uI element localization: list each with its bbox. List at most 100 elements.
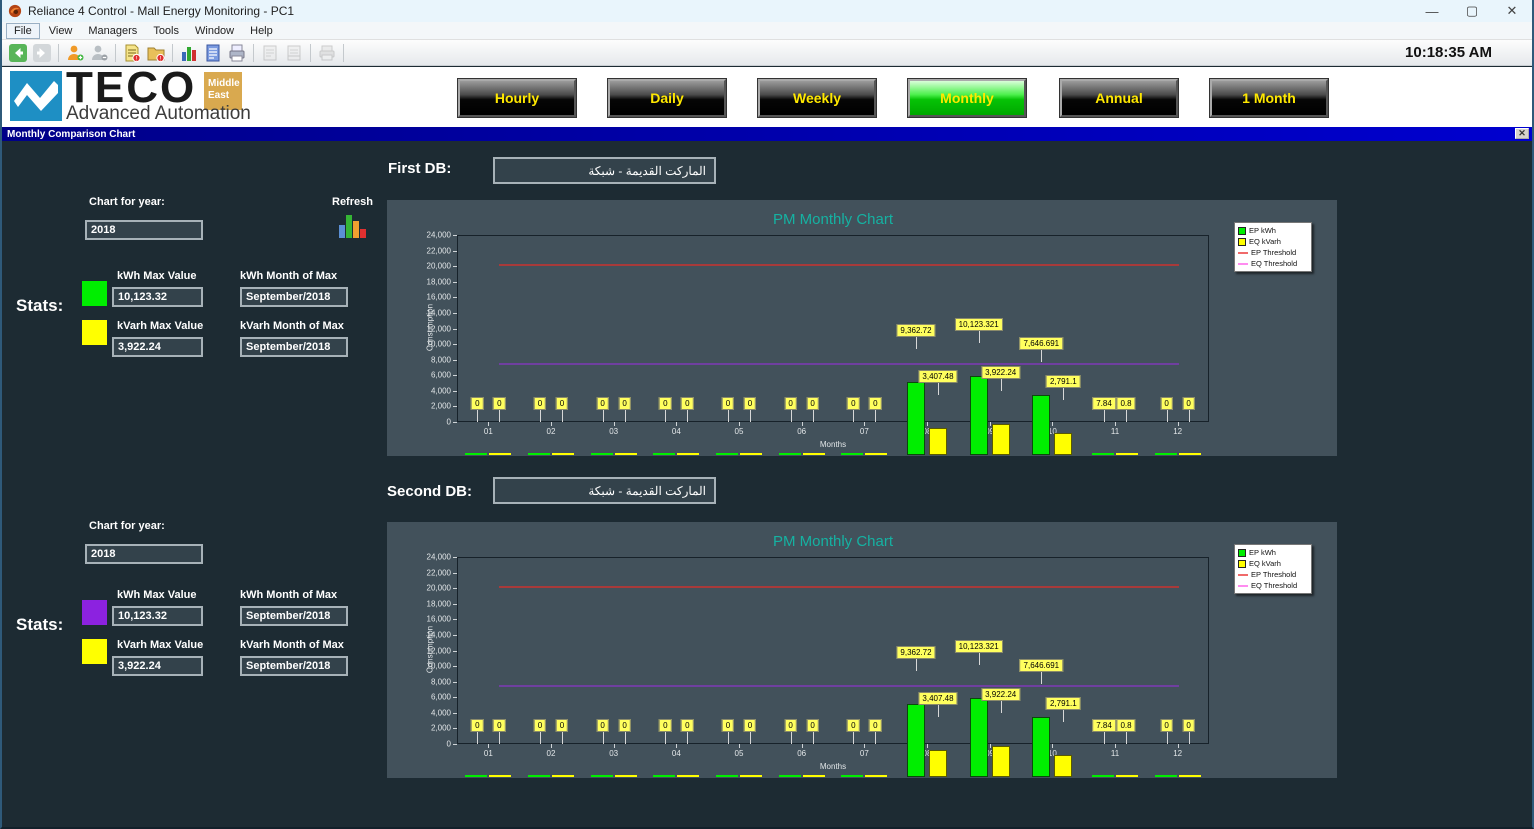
- y-tick-label: 6,000: [430, 692, 451, 702]
- bar-value-label: 0: [721, 719, 735, 732]
- kwh-max-input-2[interactable]: [112, 606, 203, 626]
- bar-value-label: 0.8: [1116, 397, 1136, 410]
- kvarh-swatch-2: [82, 639, 107, 664]
- x-tick-label: 10: [1047, 427, 1057, 436]
- toolbar-separator: [253, 43, 254, 62]
- bar: [991, 746, 1010, 777]
- bar-value-label: 0: [784, 719, 797, 732]
- kvarh-max-input[interactable]: [112, 337, 203, 357]
- bar-value-label: 0: [1160, 397, 1173, 410]
- bar: [552, 775, 574, 777]
- nav-button-daily[interactable]: Daily: [608, 79, 726, 117]
- close-button[interactable]: ✕: [1506, 3, 1518, 18]
- bar-value-label: 10,123.321: [954, 640, 1003, 654]
- kvarh-max-input-2[interactable]: [112, 656, 203, 676]
- bar-label-connector: [1126, 731, 1127, 744]
- back-icon[interactable]: [7, 42, 29, 64]
- bar-label-connector: [812, 731, 814, 744]
- bar: [802, 775, 825, 777]
- bar: [590, 775, 613, 777]
- kwh-max-input[interactable]: [112, 287, 203, 307]
- minimize-button[interactable]: —: [1425, 3, 1439, 19]
- kvarh-month-input-2[interactable]: [240, 656, 348, 676]
- y-tick-mark: [453, 422, 457, 423]
- x-tick-mark: [676, 744, 678, 748]
- toolbar: ! !: [2, 40, 1532, 66]
- bar-chart-icon[interactable]: [178, 42, 200, 64]
- bar-label-connector: [687, 409, 689, 422]
- bar-label-connector: [1188, 731, 1190, 744]
- bar-value-label: 0: [659, 719, 672, 732]
- y-tick-label: 16,000: [426, 292, 451, 302]
- second-db-input[interactable]: [493, 477, 716, 504]
- bar-value-label: 0: [555, 397, 569, 410]
- bar-label-connector: [1104, 731, 1105, 744]
- chart-year-input-2[interactable]: [85, 544, 203, 564]
- bar: [907, 382, 925, 455]
- y-tick-label: 12,000: [426, 646, 451, 655]
- bar-value-label: 0: [721, 397, 735, 410]
- page-preview-icon[interactable]: [259, 42, 281, 64]
- menu-tools[interactable]: Tools: [153, 24, 179, 37]
- y-tick-mark: [453, 297, 457, 299]
- menu-help[interactable]: Help: [250, 24, 273, 37]
- bar-value-label: 7.84: [1092, 397, 1116, 410]
- printer-icon[interactable]: [316, 42, 338, 64]
- nav-button-hourly[interactable]: Hourly: [458, 79, 576, 117]
- y-tick-mark: [453, 697, 457, 699]
- content-area: First DB: Chart for year: Refresh Stats:…: [2, 141, 1532, 827]
- user-remove-icon[interactable]: [88, 42, 110, 64]
- kwh-swatch-2: [82, 600, 107, 625]
- nav-button-weekly[interactable]: Weekly: [758, 79, 876, 117]
- clock: 10:18:35 AM: [1405, 44, 1492, 61]
- maximize-button[interactable]: ▢: [1465, 3, 1479, 18]
- bar-label-connector: [853, 409, 855, 422]
- kwh-month-input[interactable]: [240, 287, 348, 307]
- kwh-month-input-2[interactable]: [240, 606, 348, 626]
- x-tick-mark: [989, 422, 991, 426]
- bar: [1154, 453, 1177, 455]
- kvarh-max-label: kVarh Max Value: [117, 320, 204, 332]
- legend-label: EQ Threshold: [1251, 581, 1298, 590]
- nav-button-monthly[interactable]: Monthly: [908, 79, 1026, 117]
- y-tick-mark: [453, 650, 457, 652]
- report-icon[interactable]: [202, 42, 224, 64]
- bar: [740, 775, 762, 777]
- nav-button-annual[interactable]: Annual: [1060, 79, 1178, 117]
- bar-value-label: 0: [847, 397, 860, 410]
- y-tick-mark: [453, 281, 457, 283]
- bar-value-label: 0: [869, 397, 882, 410]
- print-report-icon[interactable]: [226, 42, 248, 64]
- folder-alert-icon[interactable]: !: [145, 42, 167, 64]
- bar: [1054, 755, 1073, 777]
- x-tick-mark: [551, 744, 552, 748]
- menu-managers[interactable]: Managers: [88, 24, 138, 37]
- x-tick-mark: [1052, 744, 1054, 748]
- nav-button-1month[interactable]: 1 Month: [1210, 79, 1328, 117]
- bar-label-connector: [978, 330, 980, 344]
- bar-label-connector: [790, 409, 792, 422]
- menu-view[interactable]: View: [48, 24, 73, 37]
- chart-year-input[interactable]: [85, 220, 203, 240]
- menu-file[interactable]: File: [6, 22, 40, 39]
- menu-window[interactable]: Window: [195, 24, 235, 37]
- user-add-icon[interactable]: [64, 42, 86, 64]
- bar-value-label: 0: [681, 719, 694, 732]
- first-db-input[interactable]: [493, 157, 716, 184]
- refresh-icon[interactable]: [336, 209, 368, 241]
- bar-label-connector: [499, 731, 501, 744]
- x-tick-mark: [739, 422, 740, 426]
- forward-icon[interactable]: [31, 42, 53, 64]
- mdi-close-icon[interactable]: ✕: [1515, 128, 1529, 139]
- report-alert-icon[interactable]: !: [121, 42, 143, 64]
- kvarh-month-input[interactable]: [240, 337, 348, 357]
- legend-swatch: [1238, 226, 1246, 235]
- x-tick-mark: [613, 744, 615, 748]
- page-preview-2-icon[interactable]: [283, 42, 305, 64]
- toolbar-separator: [58, 43, 59, 62]
- bar: [1178, 775, 1201, 777]
- bar-label-connector: [728, 731, 729, 744]
- toolbar-separator: [310, 43, 311, 62]
- kvarh-month-label-2: kVarh Month of Max: [240, 639, 344, 651]
